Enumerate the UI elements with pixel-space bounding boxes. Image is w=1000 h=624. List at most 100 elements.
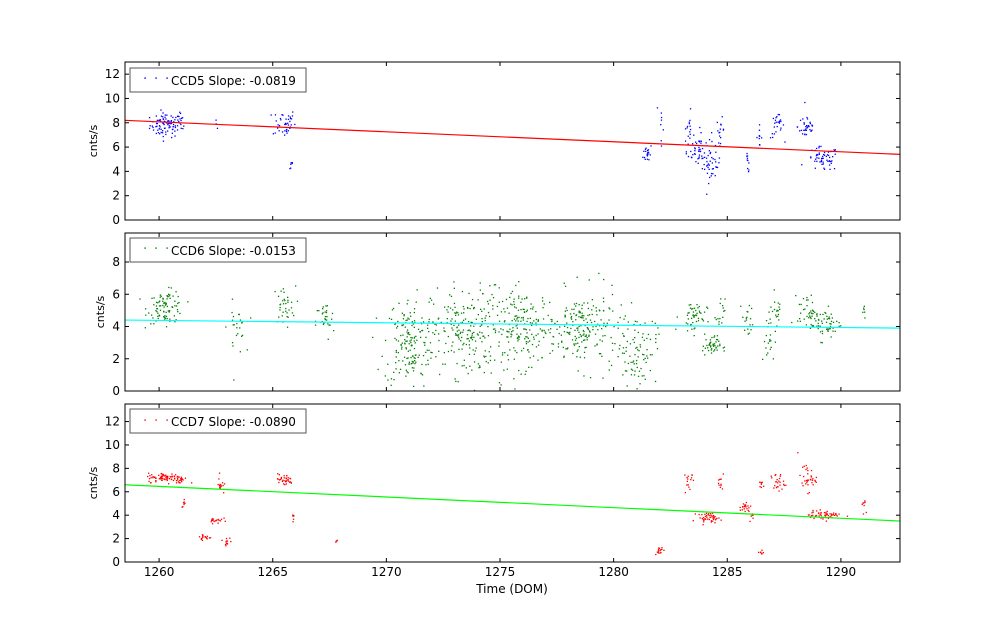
data-point	[591, 309, 593, 311]
data-point	[589, 331, 591, 333]
data-point	[704, 515, 707, 517]
data-point	[287, 480, 290, 482]
data-point	[241, 321, 243, 323]
data-point	[583, 351, 586, 353]
data-point	[864, 317, 866, 319]
data-point	[595, 325, 597, 328]
data-point	[693, 153, 696, 155]
data-point	[164, 318, 166, 320]
data-point	[688, 123, 690, 125]
data-point	[583, 333, 585, 335]
data-point	[692, 314, 694, 316]
data-point	[290, 307, 293, 309]
data-point	[657, 549, 660, 551]
data-point	[405, 319, 407, 322]
data-point	[711, 162, 713, 164]
data-point	[169, 310, 171, 312]
data-point	[161, 132, 164, 134]
data-point	[722, 316, 724, 318]
data-point	[381, 355, 383, 357]
data-point	[494, 331, 497, 334]
data-point	[225, 326, 227, 328]
data-point	[453, 324, 455, 326]
data-point	[529, 340, 531, 342]
data-point	[778, 477, 781, 480]
data-point	[647, 357, 649, 359]
data-point	[805, 324, 807, 326]
data-point	[278, 316, 280, 318]
data-point	[816, 154, 819, 156]
data-point	[500, 384, 502, 386]
data-point	[211, 518, 213, 520]
data-point	[509, 328, 511, 330]
data-point	[532, 355, 535, 357]
data-point	[470, 336, 473, 338]
data-point	[863, 307, 865, 309]
data-point	[325, 311, 328, 314]
data-point	[179, 112, 182, 115]
data-point	[537, 333, 539, 335]
data-point	[772, 136, 774, 139]
data-point	[161, 475, 163, 477]
data-point	[711, 168, 714, 170]
data-point	[158, 478, 160, 480]
data-point	[827, 305, 830, 307]
data-point	[709, 152, 711, 155]
data-point	[173, 475, 175, 477]
data-point	[450, 349, 453, 352]
data-point	[705, 157, 708, 159]
data-point	[821, 342, 823, 344]
data-point	[716, 349, 718, 351]
data-point	[518, 336, 520, 338]
data-point	[828, 316, 830, 318]
data-point	[810, 130, 812, 132]
data-point	[581, 307, 583, 310]
data-point	[751, 324, 754, 326]
data-point	[451, 327, 453, 329]
data-point	[773, 133, 775, 135]
data-point	[815, 158, 817, 160]
data-point	[625, 350, 627, 352]
data-point	[182, 128, 184, 130]
data-point	[711, 512, 714, 514]
data-point	[162, 298, 164, 300]
data-point	[289, 481, 291, 483]
data-point	[155, 122, 158, 125]
data-point	[835, 512, 837, 515]
data-point	[473, 389, 476, 392]
data-point	[537, 319, 539, 321]
data-point	[325, 305, 327, 307]
data-point	[770, 346, 772, 348]
data-point	[279, 306, 281, 309]
data-point	[218, 472, 221, 474]
data-point	[174, 125, 176, 127]
data-point	[279, 478, 281, 481]
data-point	[396, 327, 398, 329]
data-point	[504, 311, 506, 313]
data-point	[840, 325, 842, 327]
data-point	[662, 129, 664, 131]
data-point	[712, 158, 714, 160]
data-point	[456, 362, 458, 365]
data-point	[280, 290, 282, 292]
data-point	[719, 478, 721, 480]
data-point	[485, 315, 487, 317]
data-point	[149, 125, 151, 127]
data-point	[470, 321, 472, 323]
data-point	[718, 479, 720, 481]
data-point	[777, 315, 779, 317]
data-point	[400, 334, 402, 337]
data-point	[226, 543, 228, 545]
data-point	[783, 484, 785, 487]
data-point	[326, 319, 328, 321]
data-point	[522, 347, 525, 350]
data-point	[292, 514, 294, 516]
data-point	[479, 365, 481, 367]
data-point	[806, 480, 809, 482]
data-point	[637, 349, 639, 351]
data-point	[407, 350, 409, 352]
data-point	[707, 513, 709, 516]
data-point	[819, 161, 821, 163]
data-point	[524, 328, 526, 330]
data-point	[161, 479, 163, 481]
